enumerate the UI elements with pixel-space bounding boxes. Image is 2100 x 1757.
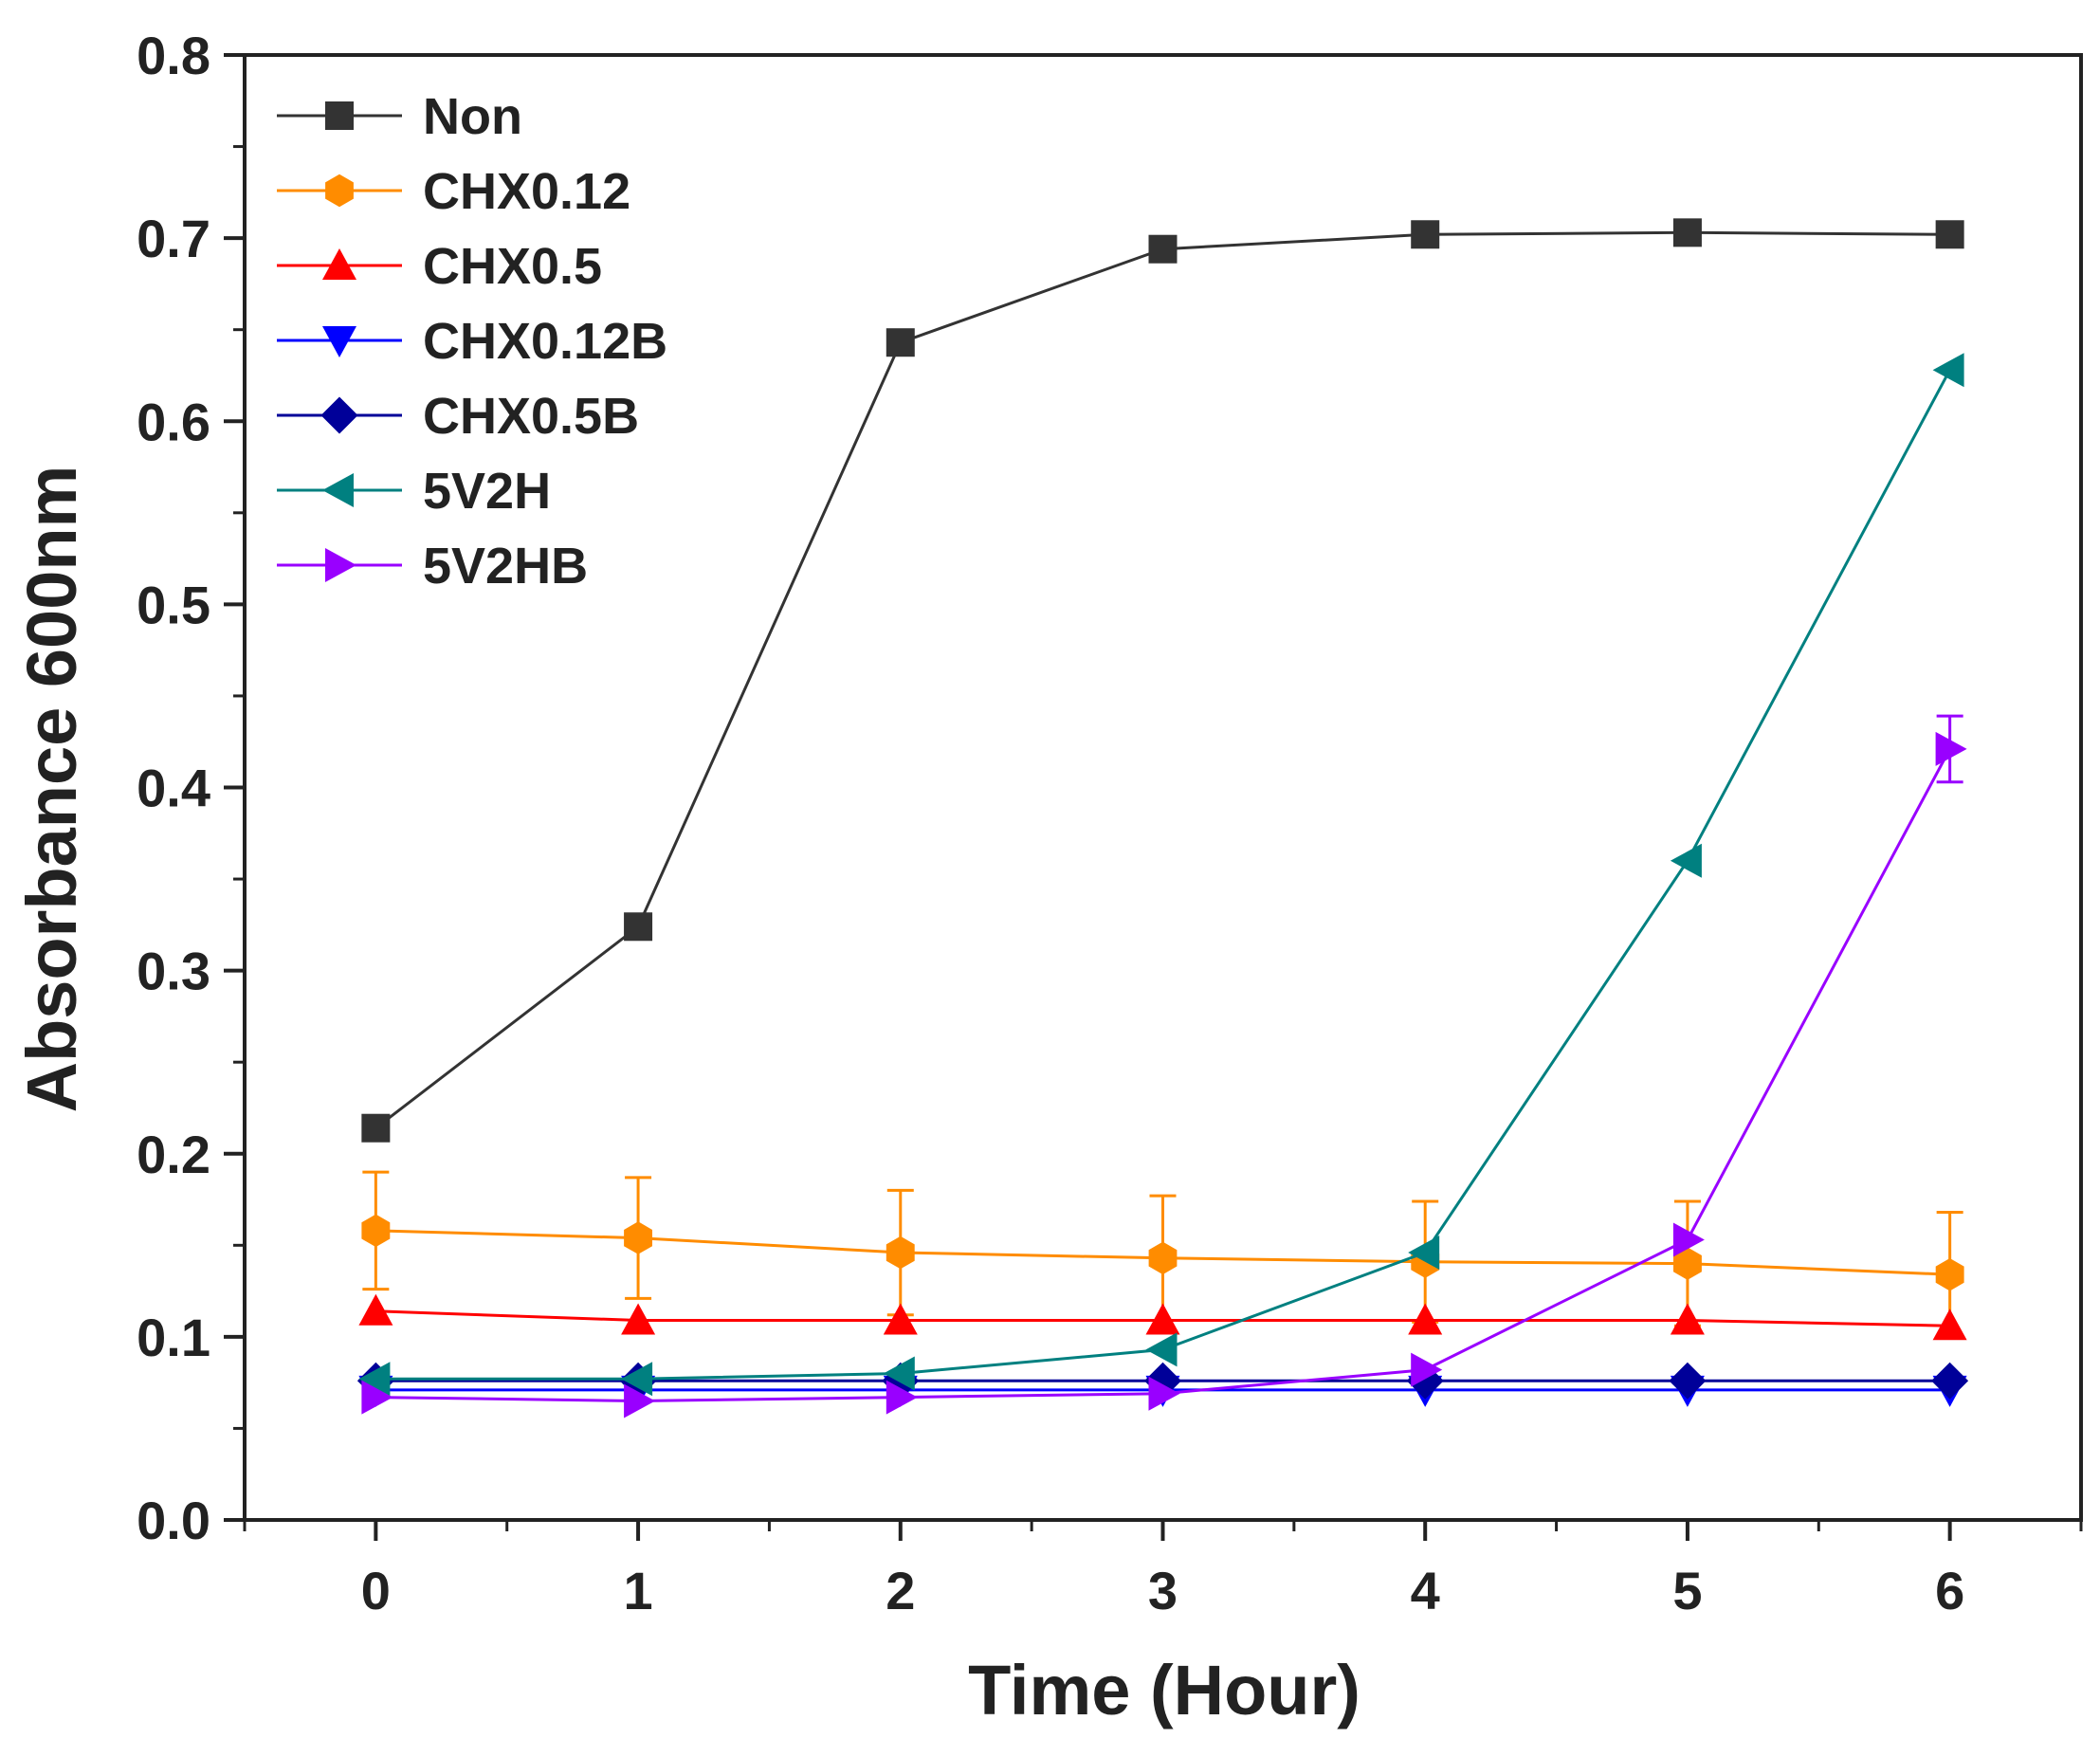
x-tick-label: 1: [623, 1561, 652, 1620]
data-point-5v2h: [1932, 353, 1964, 388]
series-layer: [356, 218, 1969, 1418]
data-point-chx0-12: [886, 1235, 915, 1270]
y-tick-label: 0.0: [137, 1491, 210, 1550]
y-axis-title: Absorbance 600nm: [12, 466, 91, 1113]
x-tick-label: 5: [1672, 1561, 1702, 1620]
data-point-chx0-12: [1148, 1241, 1178, 1275]
y-tick-label: 0.4: [137, 759, 210, 818]
data-point-chx0-5b: [1669, 1362, 1707, 1400]
y-tick-label: 0.8: [137, 26, 210, 85]
data-point-chx0-12: [1673, 1247, 1702, 1280]
data-point-non: [361, 1113, 391, 1143]
data-point-5v2hb: [1148, 1376, 1180, 1411]
data-point-5v2h: [883, 1356, 915, 1391]
legend-marker-chx0-12b: [322, 326, 356, 357]
data-point-5v2h: [1408, 1235, 1440, 1270]
data-point-chx0-12: [1935, 1258, 1964, 1291]
legend-marker-5v2hb: [325, 548, 356, 582]
legend-marker-non: [325, 101, 354, 130]
y-tick-label: 0.7: [137, 209, 210, 268]
data-point-chx0-5: [1145, 1303, 1180, 1335]
data-point-chx0-5: [883, 1303, 918, 1335]
x-tick-label: 4: [1411, 1561, 1440, 1620]
series-5v2h: [358, 353, 1964, 1397]
data-point-chx0-5b: [1931, 1362, 1969, 1400]
x-tick-label: 6: [1935, 1561, 1964, 1620]
axes-layer: 0.0 0.1 0.2 0.3 0.4 0.5 0.6 0.7 0.8 0 1 2 3 4 5 6: [137, 26, 2083, 1620]
y-tick-label: 0.5: [137, 575, 210, 634]
legend-item-chx0-12: CHX0.12: [277, 163, 630, 220]
data-point-non: [1935, 220, 1964, 249]
data-point-chx0-12: [624, 1221, 652, 1254]
x-axis-title: Time (Hour): [968, 1651, 1360, 1730]
data-point-chx0-5: [358, 1293, 393, 1326]
data-point-chx0-5: [1670, 1303, 1705, 1335]
data-point-non: [1148, 234, 1178, 264]
legend-item-non: Non: [277, 88, 522, 145]
data-point-non: [886, 328, 915, 357]
data-point-5v2h: [358, 1362, 391, 1397]
y-tick-label: 0.1: [137, 1308, 210, 1367]
legend-label-non: Non: [423, 88, 522, 145]
data-point-5v2hb: [1935, 731, 1967, 766]
legend-label-chx0-5: CHX0.5: [423, 238, 602, 295]
data-point-chx0-12: [361, 1214, 391, 1248]
data-point-5v2hb: [1672, 1222, 1705, 1257]
legend-marker-chx0-5: [322, 248, 356, 280]
data-point-5v2h: [1145, 1332, 1178, 1367]
x-tick-label: 2: [886, 1561, 915, 1620]
y-tick-label: 0.2: [137, 1125, 210, 1184]
legend-item-chx0-12b: CHX0.12B: [277, 313, 667, 370]
data-point-non: [624, 912, 653, 942]
data-point-5v2hb: [1411, 1352, 1443, 1387]
data-point-5v2h: [1670, 843, 1702, 878]
legend-marker-chx0-5b: [320, 396, 358, 434]
legend-item-chx0-5b: CHX0.5B: [277, 388, 639, 445]
legend-item-5v2hb: 5V2HB: [277, 538, 588, 595]
data-point-5v2h: [621, 1362, 653, 1397]
data-point-non: [1672, 218, 1702, 247]
data-point-chx0-5: [1932, 1309, 1967, 1341]
data-point-non: [1411, 220, 1440, 249]
y-tick-label: 0.3: [137, 942, 210, 1001]
data-point-5v2hb: [886, 1380, 918, 1415]
legend-marker-5v2h: [322, 473, 354, 507]
series-chx0-5: [358, 1293, 1967, 1341]
legend-label-5v2hb: 5V2HB: [423, 538, 588, 595]
y-tick-label: 0.6: [137, 392, 210, 451]
legend-label-chx0-5b: CHX0.5B: [423, 388, 639, 445]
legend-label-chx0-12b: CHX0.12B: [423, 313, 667, 370]
data-point-chx0-5: [621, 1303, 656, 1335]
legend-marker-chx0-12: [325, 174, 354, 208]
x-tick-label: 0: [361, 1561, 391, 1620]
series-non: [361, 218, 1964, 1143]
legend-label-5v2h: 5V2H: [423, 463, 551, 520]
data-point-5v2hb: [624, 1383, 656, 1418]
legend-label-chx0-12: CHX0.12: [423, 163, 630, 220]
data-point-chx0-5: [1408, 1303, 1443, 1335]
legend: Non CHX0.12 CHX0.5 CHX0.12B CHX0.5B 5V2H 5V2HB: [277, 88, 667, 595]
x-tick-label: 3: [1148, 1561, 1178, 1620]
legend-item-chx0-5: CHX0.5: [277, 238, 602, 295]
series-5v2hb: [361, 714, 1967, 1418]
data-point-5v2hb: [361, 1380, 393, 1415]
legend-item-5v2h: 5V2H: [277, 463, 551, 520]
